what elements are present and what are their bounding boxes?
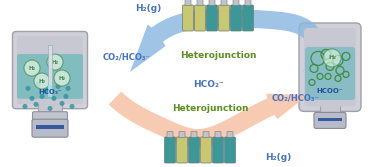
Circle shape	[65, 86, 71, 91]
FancyBboxPatch shape	[206, 5, 217, 31]
Text: H₂: H₂	[28, 66, 36, 71]
FancyBboxPatch shape	[185, 0, 191, 6]
Circle shape	[64, 94, 68, 99]
Circle shape	[45, 88, 50, 93]
Text: H₂: H₂	[39, 78, 45, 84]
Bar	[320, 104, 340, 114]
Circle shape	[51, 96, 56, 101]
Circle shape	[25, 86, 31, 91]
Text: Heterojunction: Heterojunction	[180, 50, 256, 59]
FancyBboxPatch shape	[243, 5, 254, 31]
Text: CO₂/HCO₃⁻: CO₂/HCO₃⁻	[103, 52, 151, 61]
Circle shape	[323, 49, 341, 67]
Circle shape	[34, 73, 50, 89]
FancyBboxPatch shape	[179, 131, 185, 137]
Circle shape	[24, 60, 40, 76]
Polygon shape	[109, 92, 308, 147]
Circle shape	[47, 54, 63, 70]
Circle shape	[70, 104, 74, 109]
Text: H₂: H₂	[328, 55, 336, 60]
FancyBboxPatch shape	[305, 47, 355, 100]
Circle shape	[59, 101, 65, 106]
FancyBboxPatch shape	[221, 0, 227, 6]
Polygon shape	[130, 9, 329, 86]
FancyBboxPatch shape	[12, 32, 87, 109]
Text: H₂: H₂	[51, 60, 59, 65]
FancyBboxPatch shape	[17, 36, 83, 104]
Circle shape	[23, 104, 28, 109]
Bar	[318, 118, 342, 121]
Text: HCO₂⁻: HCO₂⁻	[193, 79, 223, 89]
Text: H₂(g): H₂(g)	[135, 4, 161, 13]
Bar	[36, 125, 64, 129]
FancyBboxPatch shape	[32, 119, 68, 137]
FancyBboxPatch shape	[231, 5, 242, 31]
FancyBboxPatch shape	[189, 137, 200, 163]
FancyBboxPatch shape	[191, 131, 197, 137]
FancyBboxPatch shape	[215, 131, 221, 137]
Text: CO₂/HCO₃⁻: CO₂/HCO₃⁻	[272, 94, 320, 103]
FancyBboxPatch shape	[233, 0, 239, 6]
FancyBboxPatch shape	[299, 23, 361, 111]
Text: H₂(g): H₂(g)	[265, 152, 291, 161]
FancyBboxPatch shape	[33, 112, 68, 125]
FancyBboxPatch shape	[183, 5, 194, 31]
FancyBboxPatch shape	[195, 5, 206, 31]
FancyBboxPatch shape	[17, 54, 83, 99]
FancyBboxPatch shape	[218, 5, 229, 31]
FancyBboxPatch shape	[314, 112, 346, 128]
Bar	[38, 103, 62, 115]
FancyBboxPatch shape	[203, 131, 209, 137]
Bar	[48, 85, 52, 97]
Circle shape	[34, 102, 39, 107]
Circle shape	[56, 84, 60, 89]
Text: H₂: H₂	[59, 75, 65, 80]
FancyBboxPatch shape	[177, 137, 187, 163]
Text: Heterojunction: Heterojunction	[172, 104, 248, 113]
FancyBboxPatch shape	[212, 137, 223, 163]
FancyBboxPatch shape	[225, 137, 235, 163]
FancyBboxPatch shape	[304, 28, 356, 106]
FancyBboxPatch shape	[245, 0, 251, 6]
Circle shape	[36, 82, 40, 87]
Text: HCOO⁻: HCOO⁻	[317, 88, 343, 94]
Circle shape	[48, 106, 53, 111]
FancyBboxPatch shape	[197, 0, 203, 6]
Text: HCO₃⁻: HCO₃⁻	[38, 89, 62, 95]
FancyBboxPatch shape	[200, 137, 212, 163]
FancyBboxPatch shape	[164, 137, 175, 163]
FancyBboxPatch shape	[209, 0, 215, 6]
Circle shape	[29, 96, 34, 101]
FancyBboxPatch shape	[167, 131, 173, 137]
Bar	[48, 45, 52, 95]
FancyBboxPatch shape	[227, 131, 233, 137]
Circle shape	[39, 94, 45, 99]
Circle shape	[54, 70, 70, 86]
